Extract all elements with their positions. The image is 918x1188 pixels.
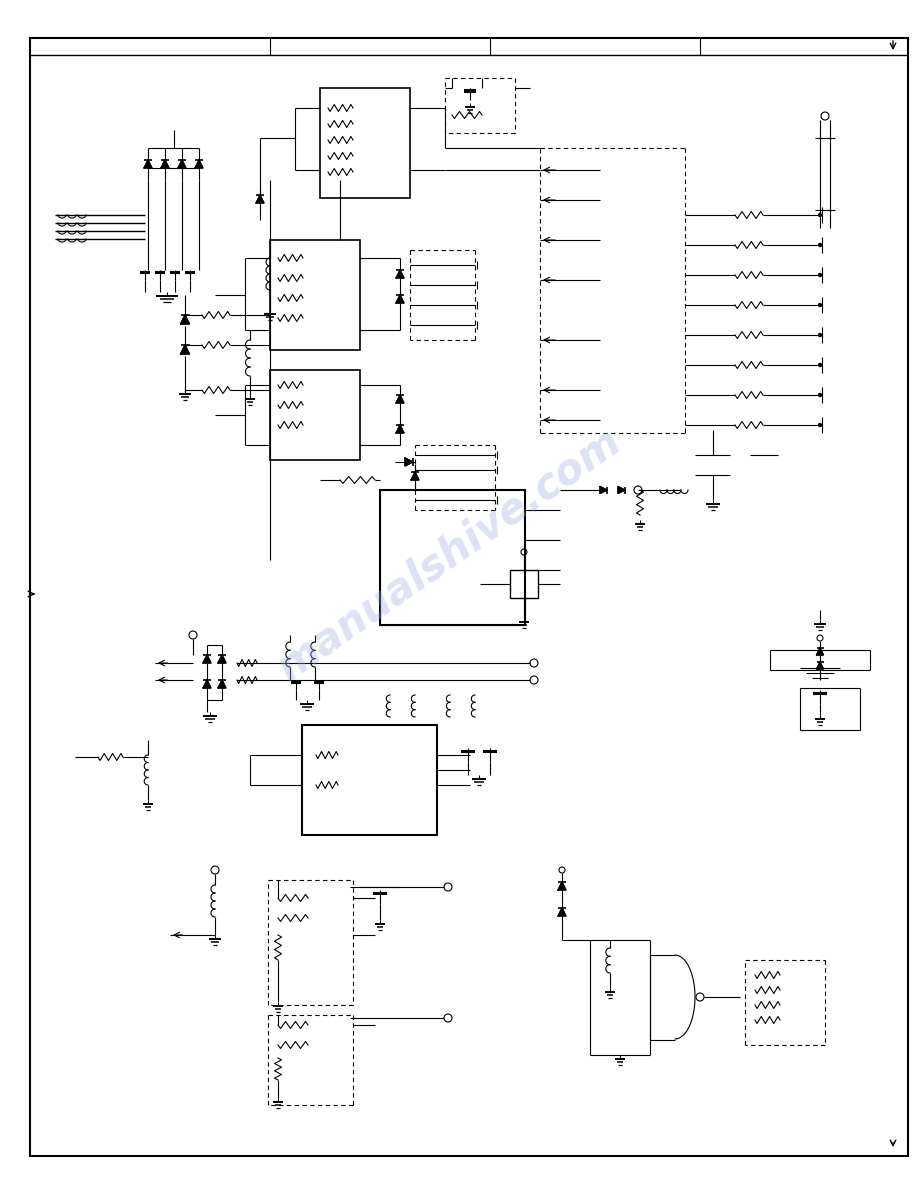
Polygon shape	[218, 655, 226, 663]
Polygon shape	[218, 680, 226, 688]
Polygon shape	[396, 295, 404, 303]
Polygon shape	[405, 459, 413, 466]
Bar	[270, 240, 360, 350]
Circle shape	[819, 334, 822, 336]
Bar	[320, 88, 410, 198]
Polygon shape	[203, 655, 211, 663]
Polygon shape	[178, 160, 186, 168]
Circle shape	[819, 214, 822, 216]
Polygon shape	[558, 881, 566, 890]
Polygon shape	[396, 270, 404, 278]
Polygon shape	[396, 425, 404, 432]
Circle shape	[819, 244, 822, 246]
Polygon shape	[816, 647, 823, 655]
Bar	[302, 725, 437, 835]
Bar	[380, 489, 525, 625]
Polygon shape	[256, 195, 264, 203]
Polygon shape	[195, 160, 203, 168]
Polygon shape	[558, 908, 566, 916]
Polygon shape	[181, 345, 189, 354]
Circle shape	[819, 423, 822, 426]
Polygon shape	[161, 160, 169, 168]
Polygon shape	[600, 487, 607, 493]
Polygon shape	[144, 160, 152, 168]
Bar	[270, 369, 360, 460]
Bar	[510, 570, 538, 598]
Circle shape	[819, 303, 822, 307]
Circle shape	[819, 393, 822, 397]
Polygon shape	[181, 315, 189, 324]
Circle shape	[819, 273, 822, 277]
Polygon shape	[396, 394, 404, 403]
Polygon shape	[618, 487, 625, 493]
Polygon shape	[411, 472, 419, 480]
Polygon shape	[203, 680, 211, 688]
Text: manualshive.com: manualshive.com	[270, 419, 630, 689]
Circle shape	[819, 364, 822, 367]
Polygon shape	[816, 662, 823, 669]
